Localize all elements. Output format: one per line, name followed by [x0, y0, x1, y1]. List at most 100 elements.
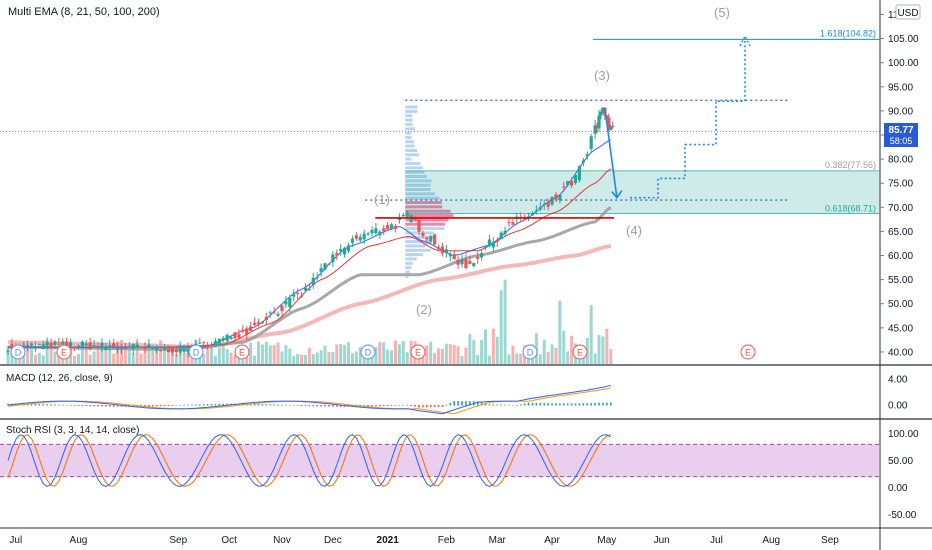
volume-bar: [339, 343, 343, 364]
volume-bar: [397, 344, 401, 364]
candle-body: [538, 207, 542, 210]
volume-bar: [88, 354, 92, 364]
price-tick-label: 50.00: [888, 299, 913, 310]
candle-body: [483, 246, 488, 248]
candle-body: [507, 221, 511, 223]
macd-histogram-bar: [69, 405, 72, 406]
macd-histogram-bar: [437, 405, 440, 407]
time-tick-label: Feb: [438, 535, 456, 546]
volume-bar: [73, 355, 77, 364]
candle-body: [76, 345, 81, 347]
volume-profile-bar: [405, 235, 436, 239]
candle-body: [88, 342, 92, 350]
macd-histogram-bar: [379, 405, 381, 407]
candle-body: [382, 228, 386, 232]
macd-histogram-bar: [65, 404, 68, 406]
macd-histogram-bar: [77, 405, 80, 406]
volume-profile-bar: [405, 231, 434, 235]
volume-profile-bar: [405, 157, 412, 161]
macd-histogram-bar: [555, 403, 557, 406]
bar-countdown: 58:05: [890, 136, 913, 146]
candle-body: [323, 263, 327, 270]
candle-body: [370, 229, 374, 234]
time-tick-label: May: [597, 535, 616, 546]
price-tick-label: 70.00: [888, 203, 913, 214]
volume-profile-bar: [405, 179, 432, 183]
macd-tick-label: 4.00: [888, 375, 908, 386]
macd-histogram-bar: [606, 402, 608, 406]
volume-profile-bar: [405, 114, 413, 118]
volume-profile-bar: [405, 244, 426, 248]
price-tick-label: 95.00: [888, 82, 913, 93]
candle-body: [534, 210, 538, 212]
volume-bar: [425, 345, 429, 364]
candle-body: [397, 218, 401, 220]
macd-histogram-bar: [285, 404, 287, 406]
volume-profile-bar: [405, 222, 445, 226]
candle-body: [327, 264, 331, 266]
volume-bar: [163, 348, 167, 364]
time-tick-label: 2021: [377, 535, 400, 546]
volume-bar: [166, 347, 170, 364]
macd-histogram-bar: [476, 401, 479, 406]
candle-body: [53, 341, 57, 346]
main-indicator-title[interactable]: Multi EMA (8, 21, 50, 100, 200): [8, 6, 160, 18]
volume-bar: [100, 343, 104, 364]
volume-bar: [182, 353, 186, 364]
volume-bar: [401, 341, 405, 364]
event-marker: [360, 344, 376, 360]
macd-histogram-bar: [461, 401, 463, 406]
wave-label: (1): [374, 192, 390, 207]
candle-body: [29, 343, 34, 346]
volume-profile-bar: [405, 253, 424, 257]
volume-bar: [233, 354, 237, 364]
volume-bar: [433, 353, 437, 364]
volume-bar: [221, 342, 225, 364]
macd-histogram-bar: [492, 404, 495, 406]
candle-body: [41, 344, 45, 350]
volume-bar: [256, 341, 260, 364]
volume-bar: [315, 352, 319, 364]
volume-bar: [495, 336, 499, 364]
macd-histogram-bar: [58, 404, 60, 406]
macd-histogram-bar: [574, 403, 577, 406]
volume-bar: [487, 355, 491, 364]
candle-body: [206, 345, 210, 348]
macd-histogram-bar: [320, 405, 322, 407]
price-tick-label: 60.00: [888, 251, 913, 262]
macd-histogram-bar: [332, 405, 334, 407]
candle-body: [386, 225, 390, 230]
candle-body: [245, 328, 249, 335]
volume-bar: [350, 353, 354, 364]
volume-bar: [311, 354, 315, 364]
currency-badge[interactable]: [895, 4, 921, 20]
candle-body: [135, 344, 139, 348]
time-tick-label: Oct: [221, 535, 237, 546]
volume-bar: [354, 351, 358, 364]
macd-histogram-bar: [562, 403, 565, 406]
candle-body: [272, 311, 276, 313]
macd-histogram-bar: [590, 403, 592, 406]
candle-body: [96, 345, 100, 347]
candle-body: [558, 194, 562, 201]
ema-line-ema100: [8, 243, 612, 350]
macd-histogram-bar: [406, 404, 409, 406]
macd-histogram-bar: [54, 404, 56, 406]
macd-histogram-bar: [382, 405, 385, 407]
volume-bar: [264, 341, 268, 364]
macd-histogram-bar: [531, 402, 534, 406]
volume-bar: [331, 352, 335, 364]
candle-body: [550, 197, 554, 205]
volume-bar: [26, 343, 30, 364]
event-marker-letter: D: [193, 348, 200, 358]
candle-body: [335, 253, 339, 256]
volume-bar: [178, 353, 182, 364]
rsi-indicator-title[interactable]: Stoch RSI (3, 3, 14, 14, close): [6, 425, 139, 436]
candle-body: [503, 230, 507, 234]
macd-indicator-title[interactable]: MACD (12, 26, close, 9): [6, 373, 113, 384]
volume-bar: [225, 349, 229, 364]
volume-profile-bar: [405, 135, 412, 139]
time-tick-label: Dec: [324, 535, 342, 546]
volume-bar: [484, 329, 488, 364]
